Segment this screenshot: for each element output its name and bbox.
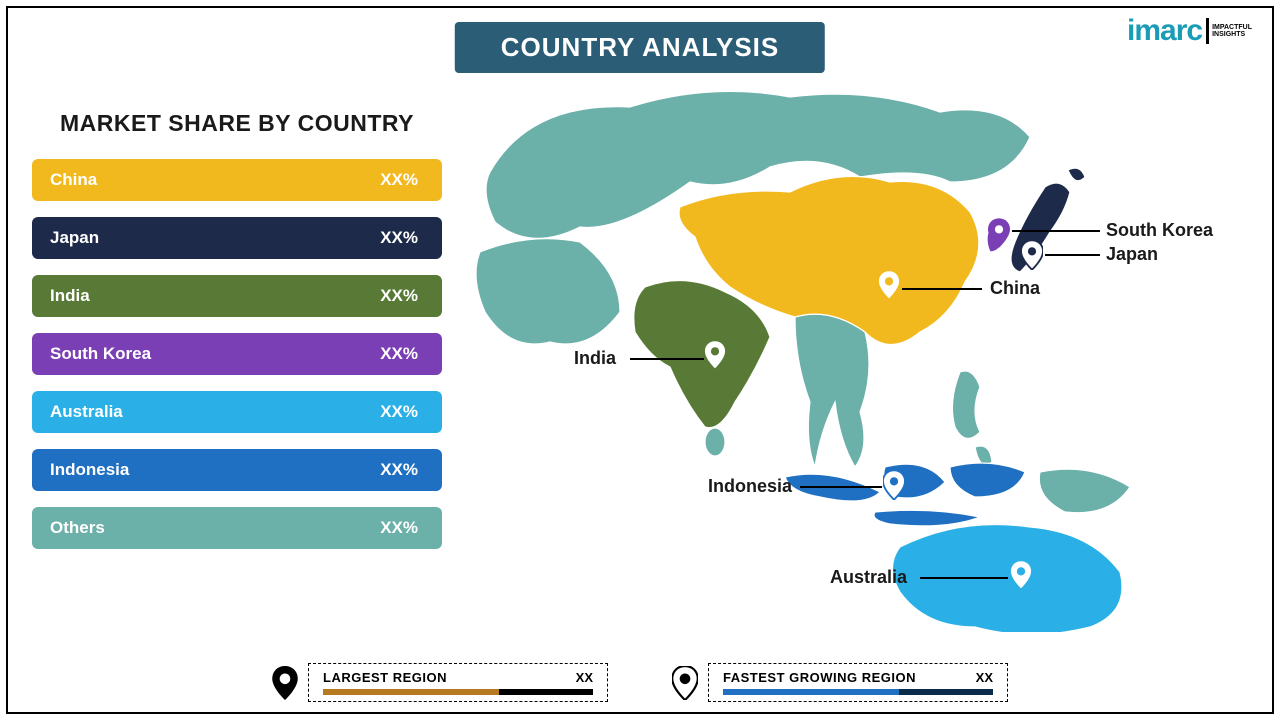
bar-row-indonesia: Indonesia XX% (32, 449, 442, 491)
bar-value: XX% (380, 518, 418, 538)
bar-row-japan: Japan XX% (32, 217, 442, 259)
bar-label: Indonesia (50, 460, 129, 480)
bar-value: XX% (380, 228, 418, 248)
bar-label: Australia (50, 402, 123, 422)
logo-tagline: IMPACTFUL INSIGHTS (1212, 24, 1252, 38)
page-title: COUNTRY ANALYSIS (455, 22, 825, 73)
bar-label: Japan (50, 228, 99, 248)
pin-outline-icon (672, 666, 698, 700)
pin-australia (1010, 560, 1032, 590)
label-japan: Japan (1106, 244, 1158, 265)
pin-india (704, 340, 726, 370)
bar-row-others: Others XX% (32, 507, 442, 549)
map-region-india (634, 281, 770, 428)
leader-indonesia (800, 486, 882, 488)
label-china: China (990, 278, 1040, 299)
label-australia: Australia (830, 567, 907, 588)
bar-label: South Korea (50, 344, 151, 364)
asia-pacific-map: China India South Korea Japan Indonesia … (470, 72, 1230, 632)
leader-japan (1045, 254, 1100, 256)
legend-box-fastest: FASTEST GROWING REGION XX (708, 663, 1008, 702)
legend-bar-largest (323, 689, 593, 695)
legend: LARGEST REGION XX FASTEST GROWING REGION… (0, 663, 1280, 702)
legend-box-largest: LARGEST REGION XX (308, 663, 608, 702)
pin-japan (1021, 240, 1043, 270)
bar-row-australia: Australia XX% (32, 391, 442, 433)
label-south-korea: South Korea (1106, 220, 1213, 241)
logo-divider (1206, 18, 1209, 44)
legend-value-largest: XX (576, 670, 593, 685)
bar-row-china: China XX% (32, 159, 442, 201)
logo-text: imarc (1127, 14, 1202, 48)
panel-heading: MARKET SHARE BY COUNTRY (32, 110, 442, 137)
pin-solid-icon (272, 666, 298, 700)
label-indonesia: Indonesia (708, 476, 792, 497)
legend-fastest: FASTEST GROWING REGION XX (672, 663, 1008, 702)
pin-china (878, 270, 900, 300)
leader-australia (920, 577, 1008, 579)
bar-label: Others (50, 518, 105, 538)
bar-list: ChinaXX%JapanXX%IndiaXX%South KoreaXX%Au… (32, 159, 442, 549)
leader-india (630, 358, 704, 360)
bar-value: XX% (380, 460, 418, 480)
label-india: India (574, 348, 616, 369)
legend-bar-fastest (723, 689, 993, 695)
legend-value-fastest: XX (976, 670, 993, 685)
brand-logo: imarc IMPACTFUL INSIGHTS (1127, 14, 1252, 48)
legend-largest: LARGEST REGION XX (272, 663, 608, 702)
leader-skorea (1012, 230, 1100, 232)
map-region-indonesia (785, 463, 1025, 526)
legend-title-largest: LARGEST REGION (323, 670, 447, 685)
pin-south-korea (988, 218, 1010, 248)
leader-china (902, 288, 982, 290)
bar-label: India (50, 286, 90, 306)
bar-row-india: India XX% (32, 275, 442, 317)
pin-indonesia (883, 470, 905, 500)
bar-value: XX% (380, 344, 418, 364)
bar-label: China (50, 170, 97, 190)
bar-value: XX% (380, 170, 418, 190)
bar-value: XX% (380, 402, 418, 422)
bar-row-south-korea: South Korea XX% (32, 333, 442, 375)
legend-title-fastest: FASTEST GROWING REGION (723, 670, 916, 685)
bar-value: XX% (380, 286, 418, 306)
market-share-panel: MARKET SHARE BY COUNTRY China XX% Japan XX%… (32, 110, 442, 565)
